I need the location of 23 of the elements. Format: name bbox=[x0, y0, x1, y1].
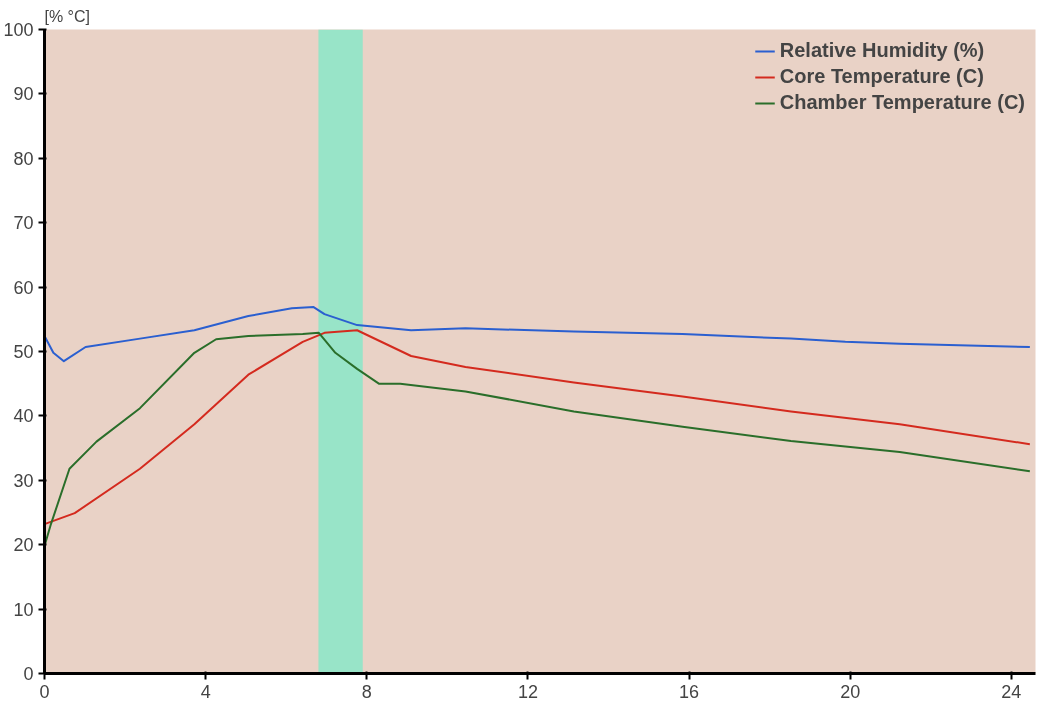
line-series bbox=[44, 306, 1031, 363]
y-tick-label: 50 bbox=[13, 342, 34, 362]
legend-label: Chamber Temperature (C) bbox=[779, 91, 1025, 114]
y-tick-label: 30 bbox=[13, 470, 34, 491]
y-tick-label: 60 bbox=[13, 277, 34, 298]
y-tick-label: 0 bbox=[23, 664, 34, 684]
y-tick-label: 20 bbox=[13, 535, 34, 556]
legend-label: Relative Humidity (%) bbox=[779, 39, 985, 62]
y-tick-label: 90 bbox=[13, 84, 34, 105]
y-tick-label: 100 bbox=[3, 20, 34, 40]
x-tick-label: 4 bbox=[200, 681, 211, 702]
x-tick-label: 20 bbox=[840, 681, 861, 702]
x-tick-label: 0 bbox=[39, 681, 50, 702]
x-tick-label: 12 bbox=[517, 681, 538, 702]
y-axis-title: [% °C] bbox=[44, 7, 91, 25]
legend-label: Core Temperature (C) bbox=[779, 65, 984, 88]
y-tick-label: 10 bbox=[13, 599, 34, 620]
y-tick-label: 80 bbox=[13, 148, 34, 169]
y-tick-label: 70 bbox=[13, 213, 34, 234]
x-tick-label: 16 bbox=[679, 681, 700, 702]
y-tick-label: 40 bbox=[13, 406, 34, 427]
x-tick-label: 24 bbox=[1001, 681, 1022, 702]
x-tick-label: 8 bbox=[361, 681, 372, 702]
